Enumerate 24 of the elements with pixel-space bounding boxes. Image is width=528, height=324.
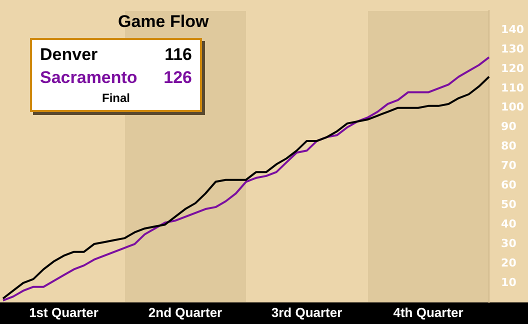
- y-tick-label: 10: [501, 276, 517, 289]
- annotation: 126: [164, 67, 192, 89]
- x-tick-label: 2nd Quarter: [148, 304, 222, 320]
- x-tick-label: 1st Quarter: [29, 304, 98, 320]
- annotation: Final: [100, 90, 131, 107]
- y-tick-label: 30: [501, 236, 517, 250]
- y-tick-label: 130: [501, 42, 524, 56]
- text: Sacramento: [40, 67, 138, 89]
- text: Denver: [40, 44, 98, 66]
- annotation: 116: [164, 44, 192, 66]
- y-tick-label: 40: [501, 217, 517, 230]
- y-tick-label: 90: [501, 120, 517, 134]
- y-tick-label: 140: [501, 22, 524, 36]
- y-tick-label: 20: [501, 256, 517, 270]
- chart-title: Game Flow: [118, 12, 209, 32]
- y-tick-label: 80: [501, 140, 517, 153]
- y-tick-label: 60: [501, 178, 517, 192]
- y-tick-label: 120: [501, 62, 524, 75]
- y-tick-label: 110: [501, 81, 524, 94]
- x-tick-label: 4th Quarter: [393, 304, 464, 320]
- y-tick-label: 100: [501, 100, 524, 114]
- y-tick-label: 70: [501, 159, 517, 172]
- x-tick-label: 3rd Quarter: [271, 304, 342, 320]
- y-tick-label: 50: [501, 198, 517, 211]
